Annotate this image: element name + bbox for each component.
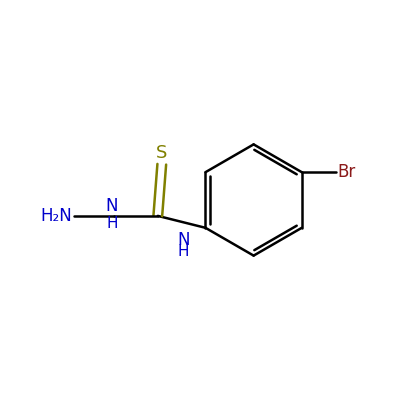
Text: S: S [156,144,168,162]
Text: N: N [177,231,190,249]
Text: Br: Br [338,163,356,181]
Text: N: N [106,197,118,215]
Text: H₂N: H₂N [41,207,72,225]
Text: H: H [178,244,189,259]
Text: H: H [106,216,118,231]
